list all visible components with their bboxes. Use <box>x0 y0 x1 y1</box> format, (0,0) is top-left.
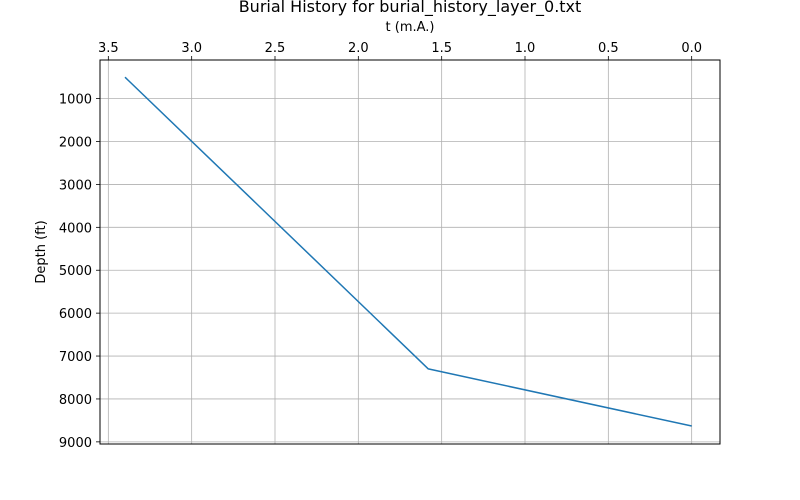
y-tick-label: 5000 <box>59 264 92 279</box>
series-group <box>124 76 692 427</box>
x-axis-label: t (m.A.) <box>386 20 435 35</box>
x-tick-label: 3.5 <box>98 41 119 56</box>
series-line <box>124 76 692 427</box>
x-tick-label: 0.5 <box>598 41 619 56</box>
y-tick-label: 9000 <box>59 436 92 451</box>
x-ticks: 3.5 3.0 2.5 2.0 1.5 1.0 0.5 0.0 <box>98 41 702 60</box>
x-tick-label: 1.0 <box>515 41 536 56</box>
y-tick-label: 2000 <box>59 136 92 151</box>
x-tick-label: 3.0 <box>181 41 202 56</box>
y-axis-label: Depth (ft) <box>34 220 49 283</box>
y-tick-label: 3000 <box>59 178 92 193</box>
y-tick-label: 7000 <box>59 350 92 365</box>
x-tick-label: 2.5 <box>265 41 286 56</box>
x-tick-label: 0.0 <box>681 41 702 56</box>
y-ticks: 1000 2000 3000 4000 5000 6000 7000 8000 9000 <box>59 93 100 451</box>
x-tick-label: 2.0 <box>348 41 369 56</box>
chart-title: Burial History for burial_history_layer_… <box>239 0 582 17</box>
y-tick-label: 4000 <box>59 221 92 236</box>
plot-frame <box>99 59 721 445</box>
grid-lines <box>100 60 720 444</box>
y-tick-label: 1000 <box>59 93 92 108</box>
y-tick-label: 8000 <box>59 393 92 408</box>
x-tick-label: 1.5 <box>431 41 452 56</box>
y-tick-label: 6000 <box>59 307 92 322</box>
